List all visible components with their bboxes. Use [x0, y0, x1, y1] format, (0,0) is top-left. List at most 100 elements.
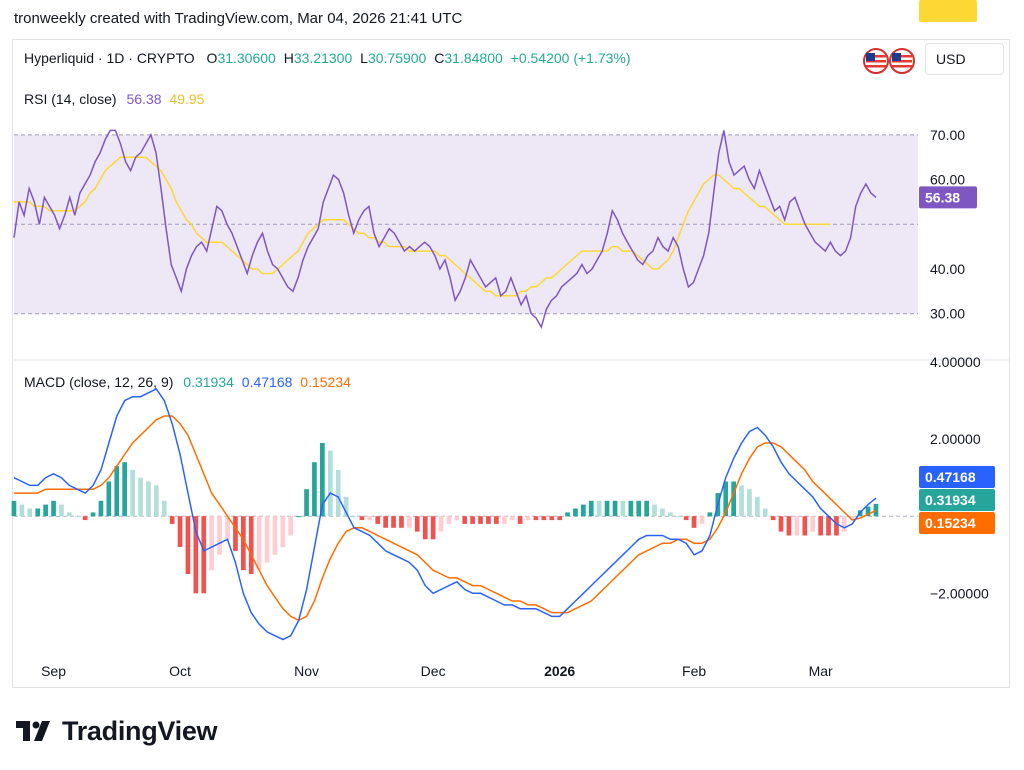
macd-signal-line [14, 415, 877, 622]
macd-histogram-bar [770, 516, 776, 521]
macd-histogram-bar [699, 516, 705, 524]
macd-histogram-bar [683, 516, 689, 521]
macd-histogram-bar [588, 500, 594, 517]
chart-frame [12, 39, 1010, 688]
tradingview-logo-icon [16, 721, 50, 741]
macd-histogram-bar [818, 516, 823, 536]
macd-histogram-bar [604, 500, 610, 517]
macd-histogram-bar [509, 516, 515, 521]
macd-hist-last-value-label-bg [919, 489, 995, 511]
open-value: 31.30600 [217, 50, 276, 66]
currency-selector[interactable]: USD [925, 43, 1004, 75]
macd-histogram-bar [557, 516, 562, 521]
macd-signal-last-value-label-text: 0.15234 [925, 515, 976, 531]
macd-histogram-bar [628, 500, 634, 517]
macd-histogram-bar [747, 489, 752, 517]
macd-signal-legend-value: 0.15234 [300, 374, 351, 390]
macd-histogram-bar [644, 500, 649, 517]
time-axis-label: Dec [421, 663, 446, 679]
macd-last-value-label-text: 0.47168 [925, 469, 976, 485]
macd-histogram-bar [501, 516, 507, 524]
chart-credit: tronweekly created with TradingView.com,… [14, 10, 463, 27]
macd-histogram-bar [383, 516, 388, 528]
macd-histogram-bar [707, 512, 713, 517]
macd-histogram-bar [675, 516, 681, 518]
rsi-last-value-label-bg [919, 186, 977, 209]
macd-histogram-bar [612, 500, 618, 517]
macd-histogram-bar [414, 516, 420, 532]
macd-histogram-bar [296, 516, 301, 518]
flags-icon[interactable] [860, 44, 918, 76]
macd-histogram-bar [359, 516, 365, 521]
high-value: 33.21300 [293, 50, 353, 66]
macd-histogram-bar [849, 516, 855, 521]
macd-histogram-bar [525, 516, 531, 521]
rsi-last-value-label-text: 56.38 [925, 189, 960, 205]
macd-histogram-bar [312, 462, 317, 517]
macd-histogram-bar [59, 504, 64, 517]
macd-histogram-bar [11, 500, 17, 517]
macd-histogram-bar [596, 500, 602, 517]
macd-histogram-bar [549, 516, 555, 521]
macd-last-value-label: 0.47168 [919, 466, 995, 488]
rsi-ma-line [14, 156, 831, 297]
macd-histogram-bar [834, 516, 839, 536]
macd-histogram-bar [185, 516, 191, 574]
macd-histogram-bar [146, 481, 151, 517]
macd-histogram-bar [462, 516, 468, 524]
macd-histogram-bar [248, 516, 254, 574]
macd-histogram-bar [723, 481, 729, 517]
macd-line-legend-value: 0.47168 [241, 374, 293, 390]
macd-histogram-bar [82, 516, 88, 521]
rsi-axis-tick: 40.00 [930, 261, 965, 277]
macd-histogram-bar [201, 516, 207, 594]
macd-histogram-bar [51, 500, 56, 517]
rsi-axis-tick: 60.00 [930, 172, 965, 188]
macd-histogram-bar [320, 443, 325, 517]
macd-histogram-bar [826, 516, 831, 536]
time-axis-label: Oct [169, 663, 191, 679]
macd-histogram-bar [778, 516, 784, 532]
macd-line [13, 388, 877, 641]
macd-histogram-bar [399, 516, 404, 528]
macd-histogram-bar [407, 516, 412, 528]
macd-hist-last-value-label-text: 0.31934 [925, 492, 976, 508]
macd-hist-legend-value: 0.31934 [183, 374, 234, 390]
macd-histogram-bar [454, 516, 460, 521]
macd-histogram-bar [209, 516, 214, 571]
macd-histogram-bar [652, 504, 657, 517]
macd-histogram-bar [842, 516, 847, 532]
macd-axis-tick: −2.00000 [930, 585, 989, 601]
time-axis-label: Feb [682, 663, 706, 679]
macd-histogram-bar [731, 481, 736, 517]
macd-histogram-bar [660, 508, 665, 517]
macd-histogram-bar [241, 516, 246, 571]
macd-histogram-bar [225, 516, 230, 540]
macd-histogram-bar [367, 516, 373, 521]
macd-histogram-bar [264, 516, 270, 563]
macd-histogram-bar [328, 450, 333, 517]
macd-histogram-bar [810, 516, 816, 532]
tradingview-logo-text: TradingView [62, 715, 218, 746]
macd-histogram-bar [565, 512, 570, 517]
macd-signal-last-value-label-bg [919, 512, 995, 534]
close-label: C [434, 50, 445, 66]
macd-histogram-bar [517, 516, 523, 524]
change-value: +0.54200 (+1.73%) [510, 50, 631, 66]
macd-histogram-bar [169, 516, 175, 524]
macd-signal-last-value-label: 0.15234 [919, 512, 995, 534]
rsi-last-value-label: 56.38 [919, 186, 977, 209]
symbol-name[interactable]: Hyperliquid · 1D · CRYPTO [24, 50, 195, 66]
macd-histogram-bar [470, 516, 475, 524]
macd-histogram-bar [446, 516, 452, 524]
rsi-axis-tick: 30.00 [930, 306, 965, 322]
macd-histogram-bar [27, 508, 33, 517]
macd-histogram-bar [494, 516, 499, 524]
macd-legend[interactable]: MACD (close, 12, 26, 9) 0.31934 0.47168 … [24, 374, 351, 390]
time-axis-label: Sep [41, 663, 66, 679]
rsi-legend[interactable]: RSI (14, close) 56.38 49.95 [24, 91, 204, 107]
macd-histogram-bar [177, 516, 183, 547]
symbol-info-row[interactable]: Hyperliquid · 1D · CRYPTO O31.30600 H33.… [24, 50, 631, 66]
macd-histogram-bar [67, 512, 72, 517]
